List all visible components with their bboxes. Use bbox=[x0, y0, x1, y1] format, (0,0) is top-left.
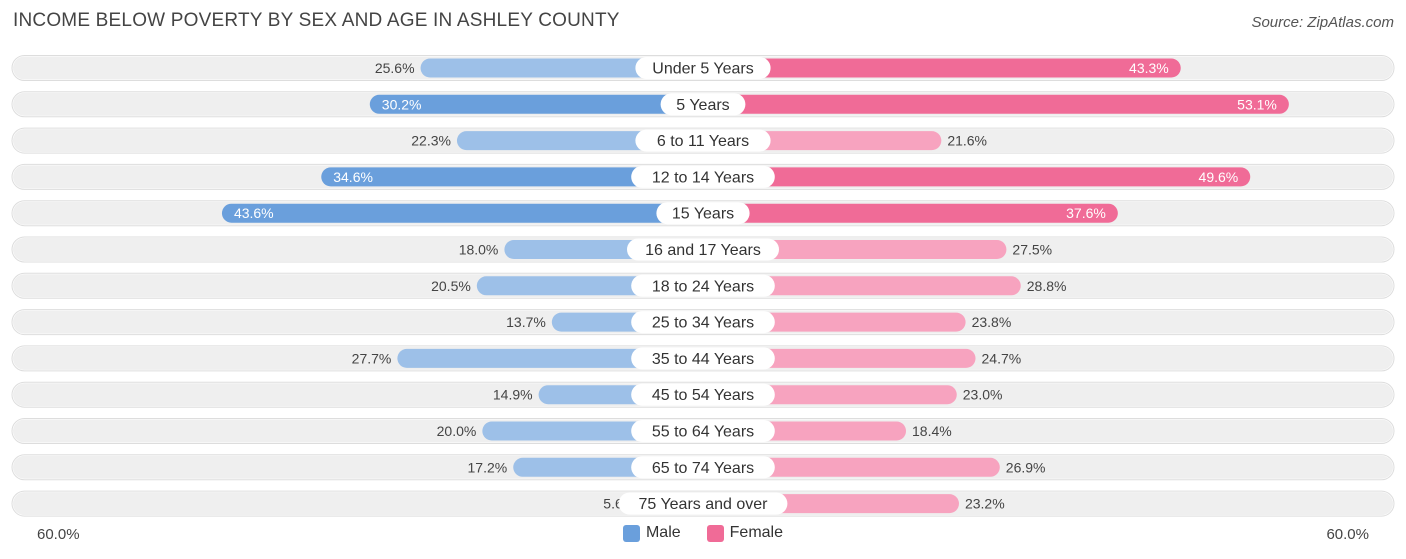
legend-swatch-female bbox=[706, 524, 724, 542]
category-pill bbox=[635, 129, 771, 152]
x-axis-left-label: 60.0% bbox=[37, 526, 80, 543]
legend-label-female: Female bbox=[729, 524, 784, 541]
legend: Male Female bbox=[0, 524, 1406, 542]
value-label-female: 27.5% bbox=[1012, 242, 1052, 258]
bar-male bbox=[369, 94, 703, 114]
category-label: 15 Years bbox=[672, 206, 734, 223]
bar-male bbox=[420, 58, 703, 78]
category-pill bbox=[631, 456, 775, 479]
bar-female bbox=[703, 240, 1007, 259]
category-label: 12 to 14 Years bbox=[652, 169, 754, 186]
value-label-female: 37.6% bbox=[1066, 205, 1106, 221]
source-note: Source: ZipAtlas.com bbox=[1251, 14, 1394, 31]
value-label-male: 34.6% bbox=[333, 169, 373, 185]
category-label: 16 and 17 Years bbox=[645, 242, 761, 259]
value-label-male: 14.9% bbox=[493, 387, 533, 403]
value-label-male: 30.2% bbox=[382, 96, 422, 112]
chart-title: INCOME BELOW POVERTY BY SEX AND AGE IN A… bbox=[13, 10, 620, 31]
value-label-male: 25.6% bbox=[375, 60, 415, 76]
category-label: 65 to 74 Years bbox=[652, 460, 754, 477]
category-pill bbox=[635, 57, 771, 79]
category-label: 18 to 24 Years bbox=[652, 278, 754, 295]
legend-item-male: Male bbox=[622, 524, 681, 542]
value-label-female: 53.1% bbox=[1237, 96, 1277, 112]
legend-item-female: Female bbox=[706, 524, 784, 542]
bar-female bbox=[703, 94, 1289, 114]
category-label: 25 to 34 Years bbox=[652, 315, 754, 332]
category-pill bbox=[631, 274, 775, 297]
category-pill bbox=[627, 238, 779, 261]
value-label-male: 20.0% bbox=[437, 423, 477, 439]
value-label-female: 49.6% bbox=[1199, 169, 1239, 185]
bar-female bbox=[703, 58, 1181, 78]
category-pill bbox=[631, 311, 775, 334]
category-label: 45 to 54 Years bbox=[652, 387, 754, 404]
category-pill bbox=[618, 492, 788, 515]
value-label-male: 17.2% bbox=[468, 459, 508, 475]
value-label-female: 23.2% bbox=[965, 496, 1005, 512]
value-label-male: 43.6% bbox=[234, 205, 274, 221]
bar-female bbox=[703, 167, 1251, 187]
x-axis-right-label: 60.0% bbox=[1326, 526, 1369, 543]
value-label-male: 13.7% bbox=[506, 314, 546, 330]
value-label-female: 28.8% bbox=[1027, 278, 1067, 294]
category-pill bbox=[660, 93, 746, 116]
category-pill bbox=[656, 202, 750, 225]
value-label-male: 27.7% bbox=[352, 350, 392, 366]
bar-female bbox=[703, 203, 1118, 223]
category-label: 75 Years and over bbox=[639, 496, 769, 513]
bar-female bbox=[703, 276, 1021, 296]
bar-male bbox=[397, 348, 703, 368]
value-label-female: 21.6% bbox=[947, 133, 987, 149]
category-pill bbox=[631, 347, 775, 370]
value-label-female: 24.7% bbox=[982, 350, 1022, 366]
category-label: 35 to 44 Years bbox=[652, 351, 754, 368]
category-label: 5 Years bbox=[676, 97, 729, 114]
bar-female bbox=[703, 457, 1000, 477]
value-label-female: 23.0% bbox=[963, 387, 1003, 403]
value-label-male: 18.0% bbox=[459, 242, 499, 258]
bar-male bbox=[321, 167, 703, 187]
value-label-female: 23.8% bbox=[972, 314, 1012, 330]
value-label-female: 18.4% bbox=[912, 423, 952, 439]
value-label-female: 43.3% bbox=[1129, 60, 1169, 76]
bar-male bbox=[221, 203, 704, 223]
category-label: Under 5 Years bbox=[652, 61, 753, 78]
legend-label-male: Male bbox=[645, 524, 681, 541]
legend-swatch-male bbox=[622, 524, 640, 542]
value-label-male: 20.5% bbox=[431, 278, 471, 294]
category-label: 55 to 64 Years bbox=[652, 424, 754, 441]
category-pill bbox=[631, 383, 775, 406]
category-pill bbox=[631, 165, 775, 188]
value-label-male: 22.3% bbox=[411, 133, 451, 149]
category-label: 6 to 11 Years bbox=[657, 133, 749, 150]
value-label-female: 26.9% bbox=[1006, 459, 1046, 475]
category-pill bbox=[631, 420, 775, 442]
